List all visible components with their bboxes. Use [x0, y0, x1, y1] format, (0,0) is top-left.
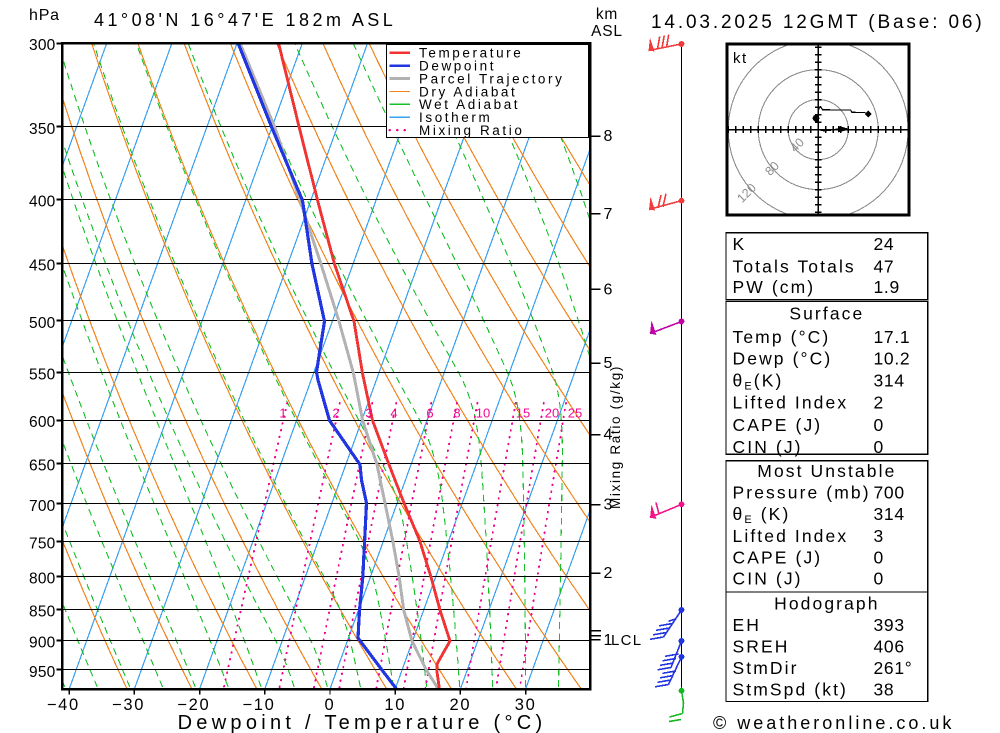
svg-text:© weatheronline.co.uk: © weatheronline.co.uk: [713, 713, 954, 733]
svg-text:hPa: hPa: [29, 7, 60, 24]
svg-text:2: 2: [604, 565, 613, 582]
svg-text:2: 2: [332, 406, 339, 421]
svg-text:PW (cm): PW (cm): [733, 277, 816, 297]
svg-text:47: 47: [874, 257, 895, 277]
svg-text:8: 8: [453, 406, 460, 421]
svg-text:1: 1: [279, 406, 286, 421]
svg-text:StmSpd (kt): StmSpd (kt): [733, 680, 848, 700]
svg-text:km: km: [596, 6, 618, 23]
svg-text:406: 406: [874, 637, 905, 657]
svg-text:314: 314: [874, 371, 905, 391]
svg-text:10.2: 10.2: [874, 349, 911, 369]
svg-text:K: K: [733, 234, 747, 254]
svg-text:800: 800: [29, 571, 56, 588]
svg-text:Temperature: Temperature: [419, 46, 523, 61]
svg-text:Dewpoint: Dewpoint: [419, 59, 496, 74]
svg-text:10: 10: [476, 406, 490, 421]
svg-text:3: 3: [604, 497, 613, 514]
svg-text:SREH: SREH: [733, 637, 790, 657]
svg-text:400: 400: [29, 194, 56, 211]
svg-text:CIN (J): CIN (J): [733, 569, 803, 589]
svg-text:0: 0: [874, 569, 884, 589]
svg-text:3: 3: [365, 406, 372, 421]
svg-text:Lifted Index: Lifted Index: [733, 526, 849, 546]
svg-text:25: 25: [568, 406, 582, 421]
svg-text:650: 650: [29, 458, 56, 475]
svg-text:750: 750: [29, 535, 56, 552]
svg-text:θE(K): θE(K): [733, 371, 784, 393]
svg-text:450: 450: [29, 258, 56, 275]
svg-text:850: 850: [29, 604, 56, 621]
svg-text:4: 4: [390, 406, 397, 421]
svg-text:Most Unstable: Most Unstable: [757, 461, 896, 481]
svg-text:−10: −10: [242, 696, 275, 714]
svg-text:θE (K): θE (K): [733, 504, 791, 526]
svg-text:LCL: LCL: [611, 632, 642, 649]
svg-text:Temp (°C): Temp (°C): [733, 327, 831, 347]
svg-text:Mixing Ratio: Mixing Ratio: [419, 123, 524, 138]
svg-text:20: 20: [450, 696, 472, 714]
svg-text:17.1: 17.1: [874, 327, 911, 347]
svg-text:Surface: Surface: [789, 304, 864, 324]
svg-text:Parcel Trajectory: Parcel Trajectory: [419, 71, 564, 86]
svg-text:EH: EH: [733, 615, 762, 635]
svg-text:41°08'N 16°47'E 182m ASL: 41°08'N 16°47'E 182m ASL: [94, 10, 396, 30]
svg-text:500: 500: [29, 315, 56, 332]
svg-text:8: 8: [604, 128, 613, 145]
svg-text:StmDir: StmDir: [733, 658, 799, 678]
svg-text:950: 950: [29, 664, 56, 681]
svg-text:2: 2: [874, 393, 884, 413]
svg-text:0: 0: [874, 415, 884, 435]
svg-text:0: 0: [874, 437, 884, 457]
svg-text:700: 700: [29, 498, 56, 515]
svg-text:Dewpoint / Temperature (°C): Dewpoint / Temperature (°C): [178, 712, 547, 733]
svg-text:0: 0: [325, 696, 336, 714]
svg-text:38: 38: [874, 680, 895, 700]
svg-text:900: 900: [29, 635, 56, 652]
svg-text:3: 3: [874, 526, 884, 546]
svg-text:Hodograph: Hodograph: [774, 594, 880, 614]
svg-text:−30: −30: [112, 696, 145, 714]
svg-text:Dewp (°C): Dewp (°C): [733, 349, 833, 369]
svg-text:6: 6: [604, 281, 613, 298]
svg-text:600: 600: [29, 414, 56, 431]
svg-text:20: 20: [545, 406, 559, 421]
svg-text:CAPE (J): CAPE (J): [733, 548, 823, 568]
svg-text:Dry Adiabat: Dry Adiabat: [419, 84, 517, 99]
svg-text:314: 314: [874, 504, 905, 524]
svg-text:4: 4: [604, 427, 613, 444]
svg-text:−40: −40: [47, 696, 80, 714]
svg-text:550: 550: [29, 367, 56, 384]
svg-text:393: 393: [874, 615, 905, 635]
svg-text:0: 0: [874, 548, 884, 568]
svg-text:Mixing Ratio (g/kg): Mixing Ratio (g/kg): [608, 365, 623, 509]
svg-text:Wet Adiabat: Wet Adiabat: [419, 97, 520, 112]
svg-text:7: 7: [604, 206, 613, 223]
svg-text:300: 300: [29, 37, 56, 54]
svg-text:1: 1: [604, 632, 613, 649]
svg-text:24: 24: [874, 234, 895, 254]
svg-text:15: 15: [516, 406, 530, 421]
svg-text:CAPE (J): CAPE (J): [733, 415, 823, 435]
svg-text:Totals Totals: Totals Totals: [733, 257, 856, 277]
svg-text:kt: kt: [733, 50, 748, 67]
svg-text:−20: −20: [177, 696, 210, 714]
svg-text:Pressure (mb): Pressure (mb): [733, 483, 871, 503]
svg-text:Isotherm: Isotherm: [419, 110, 492, 125]
svg-text:Lifted Index: Lifted Index: [733, 393, 849, 413]
svg-text:700: 700: [874, 483, 905, 503]
svg-text:350: 350: [29, 121, 56, 138]
svg-text:30: 30: [515, 696, 537, 714]
svg-text:1.9: 1.9: [874, 277, 900, 297]
svg-text:10: 10: [384, 696, 406, 714]
svg-text:ASL: ASL: [591, 23, 623, 40]
svg-text:6: 6: [426, 406, 433, 421]
svg-text:5: 5: [604, 355, 613, 372]
svg-text:261°: 261°: [874, 658, 913, 678]
svg-text:14.03.2025 12GMT (Base: 06): 14.03.2025 12GMT (Base: 06): [651, 12, 985, 33]
svg-text:CIN (J): CIN (J): [733, 437, 803, 457]
